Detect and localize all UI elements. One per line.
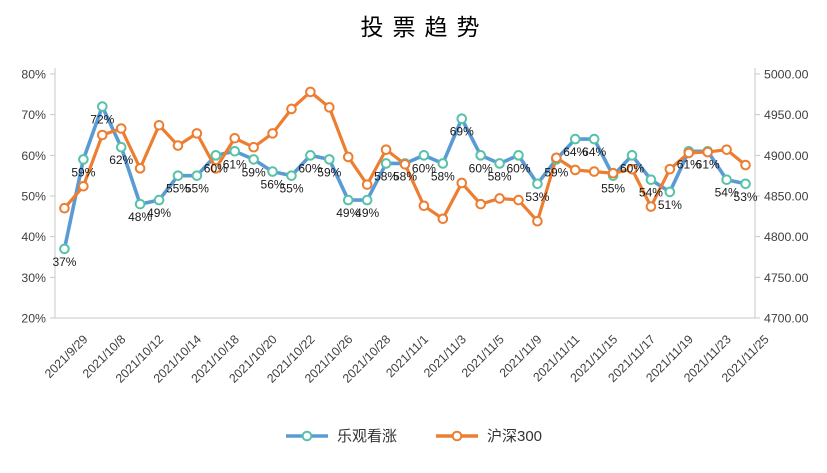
svg-text:60%: 60% — [21, 149, 46, 163]
svg-text:55%: 55% — [279, 182, 303, 196]
svg-text:61%: 61% — [677, 157, 701, 171]
svg-text:30%: 30% — [21, 271, 46, 285]
svg-text:53%: 53% — [734, 190, 758, 204]
svg-text:64%: 64% — [563, 145, 587, 159]
svg-text:51%: 51% — [658, 198, 682, 212]
csi300-series-swatch-icon — [435, 430, 478, 441]
svg-text:54%: 54% — [639, 186, 663, 200]
svg-text:59%: 59% — [71, 165, 95, 179]
svg-text:60%: 60% — [412, 161, 436, 175]
svg-text:49%: 49% — [355, 206, 379, 220]
svg-text:60%: 60% — [620, 161, 644, 175]
svg-text:37%: 37% — [52, 255, 76, 269]
svg-text:69%: 69% — [450, 125, 474, 139]
svg-text:62%: 62% — [109, 153, 133, 167]
svg-text:55%: 55% — [601, 182, 625, 196]
svg-text:60%: 60% — [469, 161, 493, 175]
svg-text:60%: 60% — [298, 161, 322, 175]
svg-text:40%: 40% — [21, 230, 46, 244]
svg-text:4700.00: 4700.00 — [764, 312, 809, 326]
svg-text:49%: 49% — [336, 206, 360, 220]
svg-text:50%: 50% — [21, 190, 46, 204]
svg-text:4800.00: 4800.00 — [764, 230, 809, 244]
svg-text:55%: 55% — [166, 182, 190, 196]
svg-text:54%: 54% — [715, 186, 739, 200]
chart-title: 投票趋势 — [360, 15, 489, 41]
svg-text:58%: 58% — [374, 169, 398, 183]
svg-text:60%: 60% — [506, 161, 530, 175]
svg-text:61%: 61% — [223, 157, 247, 171]
optimistic-series-swatch-icon — [285, 430, 328, 441]
svg-text:59%: 59% — [242, 165, 266, 179]
svg-text:72%: 72% — [90, 113, 114, 127]
svg-text:58%: 58% — [431, 169, 455, 183]
legend-label-csi300: 沪深300 — [486, 428, 543, 445]
legend-item-csi300: 沪深300 — [435, 425, 542, 446]
legend: 乐观看涨 沪深300 — [0, 425, 827, 446]
legend-item-optimistic: 乐观看涨 — [285, 425, 397, 446]
svg-text:56%: 56% — [261, 178, 285, 192]
svg-text:59%: 59% — [317, 165, 341, 179]
svg-text:61%: 61% — [696, 157, 720, 171]
svg-text:80%: 80% — [21, 68, 46, 82]
svg-text:53%: 53% — [525, 190, 549, 204]
svg-text:58%: 58% — [488, 169, 512, 183]
svg-text:59%: 59% — [544, 165, 568, 179]
legend-label-optimistic: 乐观看涨 — [336, 428, 397, 445]
svg-text:64%: 64% — [582, 145, 606, 159]
svg-text:48%: 48% — [128, 210, 152, 224]
svg-text:20%: 20% — [21, 312, 46, 326]
svg-text:4750.00: 4750.00 — [764, 271, 809, 285]
svg-text:70%: 70% — [21, 108, 46, 122]
svg-text:58%: 58% — [393, 169, 417, 183]
svg-text:5000.00: 5000.00 — [764, 68, 809, 82]
svg-text:4850.00: 4850.00 — [764, 190, 809, 204]
svg-text:4900.00: 4900.00 — [764, 149, 809, 163]
svg-text:60%: 60% — [204, 161, 228, 175]
svg-text:49%: 49% — [147, 206, 171, 220]
svg-text:4950.00: 4950.00 — [764, 108, 809, 122]
svg-text:55%: 55% — [185, 182, 209, 196]
